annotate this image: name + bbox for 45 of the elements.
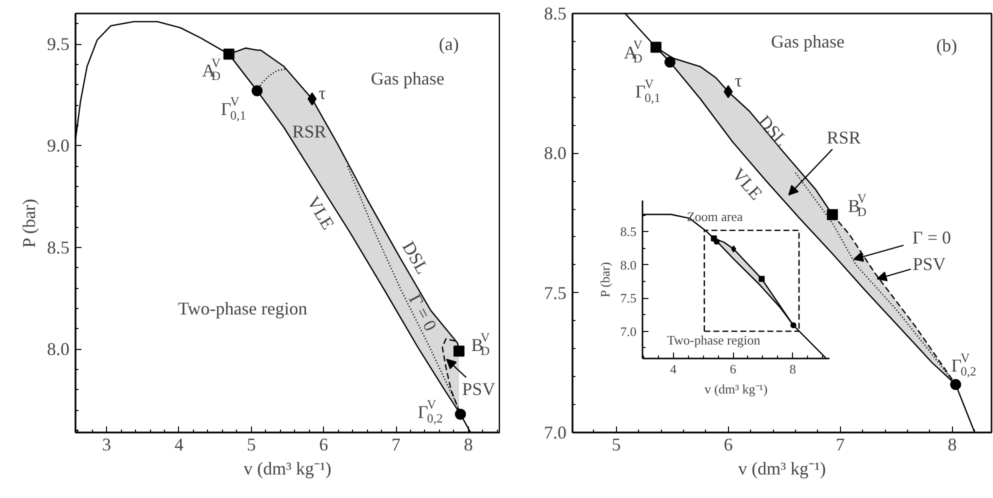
annotation: Γ = 0 [912,227,951,248]
x-tick-label: 8 [948,434,957,454]
x-tick-label: 7 [836,434,845,454]
y-tick-label: 8.0 [47,339,70,360]
annotation: RSR [826,127,861,148]
y-tick-label: 8.5 [620,224,636,240]
x-tick-label: 4 [670,362,678,376]
y-tick-label: 7.0 [544,422,566,442]
x-tick-label: 6 [724,434,733,454]
annotation: Two-phase region [666,332,761,348]
annotation: PSV [912,254,946,274]
y-tick-label: 8.5 [47,237,70,258]
x-tick-label: 4 [174,434,184,454]
y-tick-label: 8.5 [544,4,566,24]
annotation: (a) [438,34,459,54]
y-axis-title: P (bar) [597,262,612,298]
y-tick-label: 7.5 [544,282,566,303]
y-tick-label: 9.0 [47,136,70,156]
x-axis-title: v (dm³ kg⁻¹) [738,458,826,478]
annotation: Two-phase region [178,298,308,318]
x-tick-label: 6 [730,362,737,376]
x-tick-label: 5 [612,434,621,454]
x-tick-label: 8 [464,434,473,454]
annotation: τ [734,70,742,91]
annotation: PSV [462,379,496,400]
x-tick-label: 7 [392,434,401,454]
y-tick-label: 7.5 [620,290,636,306]
annotation: τ [318,82,326,103]
y-axis-title: P (bar) [19,198,39,248]
x-axis-title: v (dm³ kg⁻¹) [244,458,332,478]
y-tick-label: 8.0 [544,143,566,164]
y-tick-label: 9.5 [47,34,70,54]
annotation: Gas phase [370,68,444,89]
annotation: RSR [292,121,326,142]
x-axis-title: v (dm³ kg⁻¹) [704,382,768,396]
y-tick-label: 7.0 [620,324,636,339]
annotation: Γ = 0 [404,290,441,334]
x-tick-label: 5 [246,434,256,454]
x-tick-label: 6 [319,434,328,454]
x-tick-label: 3 [102,434,112,454]
annotation: Gas phase [771,31,845,52]
x-tick-label: 8 [790,362,796,376]
annotation: Zoom area [686,208,743,224]
annotation: (b) [936,36,958,56]
y-tick-label: 8.0 [620,257,636,272]
